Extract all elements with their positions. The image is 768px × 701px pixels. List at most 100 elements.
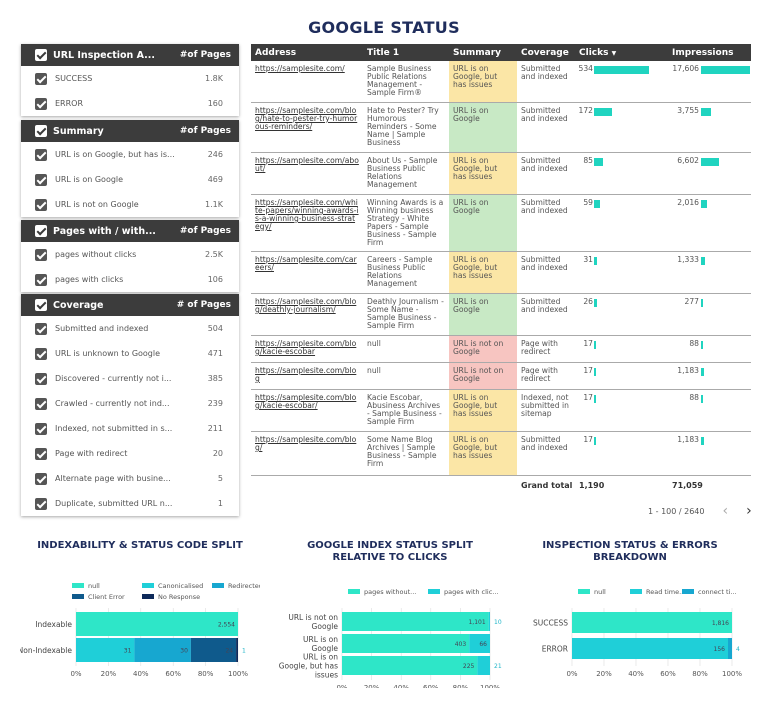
legend-swatch bbox=[630, 589, 642, 594]
filter-option[interactable]: Page with redirect 20 bbox=[21, 441, 239, 466]
filter-option[interactable]: Duplicate, submitted URL n... 1 bbox=[21, 491, 239, 516]
filter-option[interactable]: SUCCESS 1.8K bbox=[21, 66, 239, 91]
address-link[interactable]: https://samplesite.com/blog bbox=[255, 366, 357, 383]
col-impressions[interactable]: Impressions bbox=[672, 47, 734, 58]
filter-header[interactable]: URL Inspection A... #of Pages bbox=[21, 44, 239, 66]
filter-option[interactable]: Discovered - currently not i... 385 bbox=[21, 366, 239, 391]
chart-bar bbox=[76, 612, 238, 636]
filter-option[interactable]: pages without clicks 2.5K bbox=[21, 242, 239, 267]
cell-title: Winning Awards is a Winning business Str… bbox=[367, 198, 444, 247]
address-link[interactable]: https://samplesite.com/careers/ bbox=[255, 255, 357, 272]
cell-coverage: Submitted and indexed bbox=[521, 297, 568, 314]
filter-header[interactable]: Summary #of Pages bbox=[21, 120, 239, 142]
checkbox-icon[interactable] bbox=[35, 472, 47, 485]
legend-swatch bbox=[682, 589, 694, 594]
checkbox-icon[interactable] bbox=[35, 299, 47, 311]
cell-address: https://samplesite.com/blog/kacie-escoba… bbox=[251, 390, 363, 431]
address-link[interactable]: https://samplesite.com/white-papers/winn… bbox=[255, 198, 359, 231]
filter-option[interactable]: ERROR 160 bbox=[21, 91, 239, 116]
cell-title: null bbox=[367, 366, 381, 375]
checkbox-icon[interactable] bbox=[35, 447, 47, 460]
cell-clicks: 17 bbox=[575, 363, 654, 389]
impressions-bar bbox=[701, 437, 705, 445]
filter-option-count: 1 bbox=[217, 499, 223, 508]
col-coverage[interactable]: Coverage bbox=[521, 47, 569, 58]
cell-address: https://samplesite.com/careers/ bbox=[251, 252, 363, 293]
data-label: 31 bbox=[124, 648, 132, 655]
cell-summary: URL is on Google bbox=[449, 195, 517, 251]
checkbox-icon[interactable] bbox=[35, 273, 47, 286]
col-clicks[interactable]: Clicks ▼ bbox=[575, 48, 654, 58]
checkbox-icon[interactable] bbox=[35, 173, 47, 186]
data-label: 156 bbox=[714, 646, 726, 653]
filter-box: Pages with / with... #of Pages pages witho… bbox=[21, 220, 239, 292]
cell-coverage: Submitted and indexed bbox=[521, 435, 568, 452]
filter-header[interactable]: Pages with / with... #of Pages bbox=[21, 220, 239, 242]
checkbox-icon[interactable] bbox=[35, 97, 47, 110]
grand-total-label: Grand total bbox=[521, 480, 573, 490]
cell-coverage: Submitted and indexed bbox=[521, 106, 568, 123]
chart-bar bbox=[572, 612, 732, 633]
address-link[interactable]: https://samplesite.com/ bbox=[255, 64, 345, 73]
checkbox-icon[interactable] bbox=[35, 422, 47, 435]
checkbox-icon[interactable] bbox=[35, 497, 47, 510]
filter-option[interactable]: Crawled - currently not ind... 239 bbox=[21, 391, 239, 416]
table-row: https://samplesite.com/blog/hate-to-pest… bbox=[251, 103, 751, 153]
checkbox-icon[interactable] bbox=[35, 322, 47, 335]
legend-swatch bbox=[142, 583, 154, 588]
impressions-value: 6,602 bbox=[677, 156, 699, 165]
filter-option-label: Alternate page with busine... bbox=[55, 474, 171, 483]
cell-impressions: 2,016 bbox=[654, 195, 751, 251]
checkbox-icon[interactable] bbox=[35, 347, 47, 360]
legend-swatch bbox=[142, 594, 154, 599]
filter-option[interactable]: URL is unknown to Google 471 bbox=[21, 341, 239, 366]
checkbox-icon[interactable] bbox=[35, 72, 47, 85]
address-link[interactable]: https://samplesite.com/blog/deathly-jour… bbox=[255, 297, 357, 314]
address-link[interactable]: https://samplesite.com/blog/hate-to-pest… bbox=[255, 106, 358, 131]
checkbox-icon[interactable] bbox=[35, 148, 47, 161]
prev-page-icon[interactable]: ‹ bbox=[722, 503, 729, 519]
filter-option-label: URL is on Google bbox=[55, 175, 124, 184]
address-link[interactable]: https://samplesite.com/blog/ bbox=[255, 435, 357, 452]
filter-option-label: Page with redirect bbox=[55, 449, 128, 458]
cell-address: https://samplesite.com/ bbox=[251, 61, 363, 102]
filter-option[interactable]: Submitted and indexed 504 bbox=[21, 316, 239, 341]
filter-option[interactable]: Alternate page with busine... 5 bbox=[21, 466, 239, 491]
filter-option[interactable]: pages with clicks 106 bbox=[21, 267, 239, 292]
legend-swatch bbox=[72, 594, 84, 599]
filter-option[interactable]: URL is on Google 469 bbox=[21, 167, 239, 192]
address-link[interactable]: https://samplesite.com/blog/kacie-escoba… bbox=[255, 339, 357, 356]
col-address[interactable]: Address bbox=[255, 47, 297, 58]
legend-label: Client Error bbox=[88, 593, 125, 601]
x-tick-label: 40% bbox=[133, 670, 149, 678]
checkbox-icon[interactable] bbox=[35, 372, 47, 385]
checkbox-icon[interactable] bbox=[35, 125, 47, 137]
filter-box: Summary #of Pages URL is on Google, but ha… bbox=[21, 120, 239, 217]
checkbox-icon[interactable] bbox=[35, 49, 47, 61]
category-label: Non-Indexable bbox=[20, 646, 72, 655]
next-page-icon[interactable]: › bbox=[746, 503, 752, 519]
grand-total-clicks: 1,190 bbox=[579, 480, 605, 490]
grand-total-impressions: 71,059 bbox=[672, 480, 703, 490]
cell-summary: URL is on Google, but has issues bbox=[449, 61, 517, 102]
col-title[interactable]: Title 1 bbox=[367, 47, 400, 58]
checkbox-icon[interactable] bbox=[35, 225, 47, 237]
checkbox-icon[interactable] bbox=[35, 198, 47, 211]
data-label: 1 bbox=[242, 648, 246, 655]
category-label: ERROR bbox=[542, 645, 568, 654]
address-link[interactable]: https://samplesite.com/about/ bbox=[255, 156, 359, 173]
filter-option[interactable]: URL is not on Google 1.1K bbox=[21, 192, 239, 217]
filter-header[interactable]: Coverage # of Pages bbox=[21, 294, 239, 316]
impressions-value: 1,183 bbox=[677, 366, 699, 375]
clicks-bar bbox=[594, 395, 596, 403]
sort-desc-icon: ▼ bbox=[611, 49, 617, 57]
cell-coverage: Submitted and indexed bbox=[521, 198, 568, 215]
col-summary[interactable]: Summary bbox=[453, 47, 502, 58]
cell-clicks: 59 bbox=[575, 195, 654, 251]
filter-count-label: #of Pages bbox=[179, 126, 231, 136]
filter-option[interactable]: Indexed, not submitted in s... 211 bbox=[21, 416, 239, 441]
address-link[interactable]: https://samplesite.com/blog/kacie-escoba… bbox=[255, 393, 357, 410]
checkbox-icon[interactable] bbox=[35, 248, 47, 261]
checkbox-icon[interactable] bbox=[35, 397, 47, 410]
filter-option[interactable]: URL is on Google, but has is... 246 bbox=[21, 142, 239, 167]
